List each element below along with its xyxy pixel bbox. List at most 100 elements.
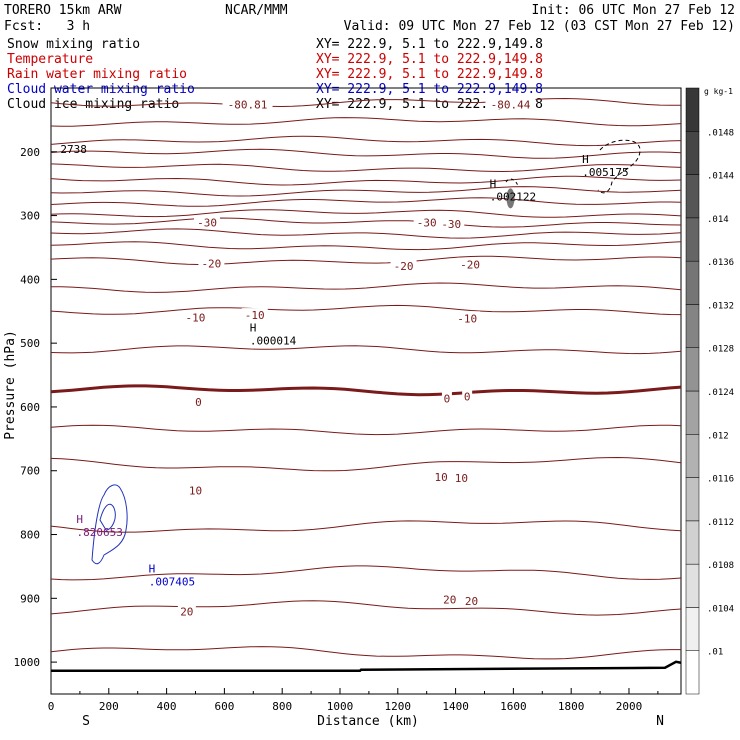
x-tick-label: 1200 [385, 700, 412, 713]
temperature-contours [50, 97, 682, 660]
temp-contour--45 [50, 197, 682, 207]
contour-label: 20 [180, 606, 193, 619]
temp-contour--15 [50, 282, 682, 293]
model-title: TORERO 15km ARW [4, 3, 122, 18]
x-tick-label: 2000 [616, 700, 643, 713]
contour-label: 0 [444, 393, 451, 406]
colorbar-segment [685, 174, 700, 219]
contour-label: -30 [417, 217, 437, 230]
contour-label-bg [452, 470, 471, 483]
temp-contour-15 [50, 520, 682, 533]
legend-label: Snow mixing ratio [7, 37, 140, 52]
y-tick-label: 900 [20, 592, 40, 605]
x-tick-label: 400 [157, 700, 177, 713]
contour-label-bg [413, 215, 440, 228]
colorbar-tick-label: .0108 [707, 561, 734, 571]
temp-contour-25 [50, 600, 682, 616]
contour-labels: -80.81 -80.44 -30 -30 -30 -20 -20 -20 -10 -10 -10 0… [177, 97, 536, 619]
colorbar-tick-label: .0148 [707, 128, 734, 138]
contour-label: -30 [197, 217, 217, 230]
temp-contour--5 [50, 345, 682, 355]
temp-contour--65 [50, 148, 682, 159]
contour-label: -10 [457, 312, 477, 325]
temp-contour--80 [50, 97, 681, 108]
extremum-value: .002122 [490, 190, 536, 203]
extremum-value: .820653 [76, 526, 122, 539]
colorbar-segment [685, 131, 700, 175]
colorbar-tick-label: .0128 [707, 345, 734, 355]
colorbar-units: g kg-1 [704, 87, 733, 96]
colorbar-tick-label: .01 [707, 648, 723, 658]
extremum-value: 2738 [60, 143, 87, 156]
legend-label: Cloud ice mixing ratio [7, 97, 179, 112]
legend-label: Temperature [7, 52, 93, 67]
contour-label: -20 [460, 259, 480, 272]
contour-label: -80.81 [228, 99, 268, 112]
contour-label: 10 [189, 485, 202, 498]
valid-time: Valid: 09 UTC Mon 27 Feb 12 (03 CST Mon … [344, 19, 735, 34]
terrain-line [51, 660, 682, 673]
y-tick-label: 200 [20, 146, 40, 159]
x-tick-label: 200 [99, 700, 119, 713]
x-tick-label: 1000 [327, 700, 354, 713]
extremum-value: .005175 [582, 166, 628, 179]
extremum-marker: H [76, 513, 83, 526]
temp-contour--55 [50, 175, 682, 186]
temp-contour--75 [50, 117, 682, 127]
init-time: Init: 06 UTC Mon 27 Feb 12 [532, 3, 736, 18]
colorbar-tick-label: .012 [707, 431, 729, 441]
colorbar-tick-label: .0112 [707, 518, 734, 528]
y-tick-label: 400 [20, 273, 40, 286]
contour-label: 0 [464, 391, 471, 404]
contour-label-bg [193, 394, 204, 407]
contour-label: -80.44 [491, 99, 531, 112]
x-tick-label: 0 [48, 700, 55, 713]
y-tick-label: 500 [20, 337, 40, 350]
extremum-marker: H [250, 322, 257, 335]
contour-label-bg [432, 470, 451, 483]
x-axis: 0 200 400 600 800 1000 1200 1400 1600 1800 2000 [48, 688, 659, 713]
temp-contour--25 [50, 241, 682, 251]
contour-label-bg [485, 97, 536, 110]
x-tick-label: 600 [214, 700, 234, 713]
y-axis-label: Pressure (hPa) [3, 330, 18, 440]
extrema-labels: H.000014H.002122H.005175H.007405H.820653… [60, 143, 628, 588]
extremum-marker: H [582, 153, 589, 166]
colorbar-segment [685, 650, 700, 695]
y-tick-label: 1000 [14, 656, 41, 669]
colorbar-segment [685, 434, 700, 478]
snow-shaded-blob [506, 188, 515, 209]
colorbar-tick-label: .0124 [707, 388, 734, 398]
colorbar-tick-label: .0104 [707, 604, 734, 614]
center-title: NCAR/MMM [225, 3, 288, 18]
contour-label-bg [441, 391, 452, 404]
contour-label: 0 [195, 396, 202, 409]
x-tick-label: 1400 [442, 700, 469, 713]
contour-label: -10 [186, 312, 206, 325]
colorbar-segment [685, 520, 700, 565]
contour-label: 20 [443, 594, 456, 607]
colorbar-segment [685, 563, 700, 608]
x-axis-label: Distance (km) [317, 714, 419, 729]
contour-label-bg [198, 256, 225, 269]
x-tick-label: 800 [272, 700, 292, 713]
y-tick-label: 700 [20, 465, 40, 478]
endpoint-right: N [656, 714, 664, 729]
temp-contour-10 [50, 456, 682, 472]
contour-label: 20 [465, 595, 478, 608]
legend-label: Cloud water mixing ratio [7, 82, 195, 97]
temp-contour--30 [50, 228, 682, 239]
colorbar-segment [685, 260, 700, 305]
temp-contour--10 [50, 304, 682, 316]
contour-label: -10 [245, 309, 265, 322]
temp-contour--35 [50, 217, 682, 228]
contour-label: 10 [435, 471, 448, 484]
contour-label-bg [222, 97, 273, 110]
cloud-ice-small-contour [505, 178, 519, 187]
contour-label-bg [186, 483, 205, 496]
contour-label-bg [454, 311, 481, 324]
colorbar-tick-label: .0116 [707, 475, 734, 485]
extremum-value: .000014 [250, 335, 297, 348]
contour-label-bg [194, 215, 221, 228]
contour-label: -20 [394, 260, 414, 273]
